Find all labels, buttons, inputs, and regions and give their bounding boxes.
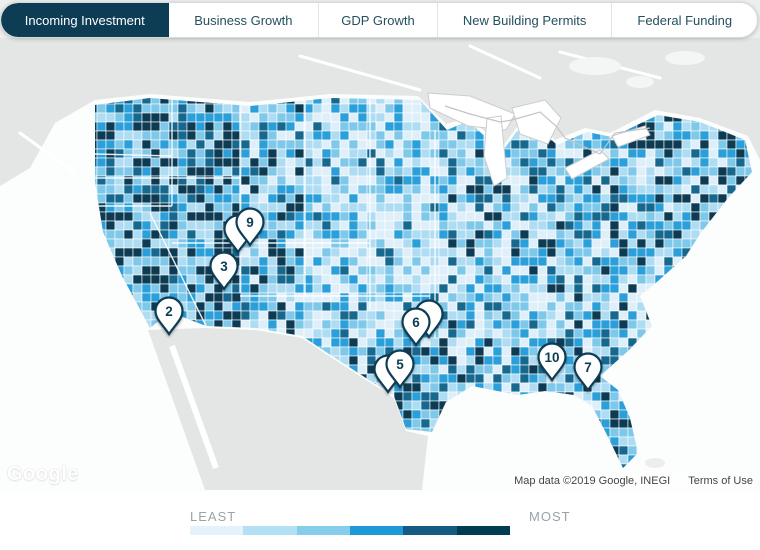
marker-pin-shape — [401, 307, 431, 347]
gulf-of-california — [169, 344, 219, 470]
great-lakes — [483, 115, 508, 187]
marker-value: 2 — [165, 304, 173, 319]
terms-of-use-link[interactable]: Terms of Use — [688, 475, 753, 487]
marker-pin-shape — [573, 352, 603, 392]
marker-pin-shape — [154, 296, 184, 336]
map-marker-6[interactable]: 6 — [401, 299, 444, 347]
great-lakes — [611, 125, 651, 148]
canada-map-detail — [298, 54, 422, 92]
legend-swatch-3 — [296, 526, 350, 535]
bahamas-detail — [645, 458, 665, 468]
tab-incoming-investment[interactable]: Incoming Investment — [1, 3, 169, 37]
legend-swatch-5 — [403, 526, 457, 535]
us-choropleth-map: 9 3 2 6 5 10 7 — [0, 38, 760, 492]
legend-swatch-2 — [243, 526, 297, 535]
legend-bar: LEAST MOST — [0, 492, 760, 550]
tab-gdp-growth[interactable]: GDP Growth — [318, 3, 437, 37]
tab-new-building-permits[interactable]: New Building Permits — [436, 3, 612, 37]
map-marker-2[interactable]: 2 — [154, 296, 184, 336]
great-lakes — [564, 149, 610, 180]
tab-header: Incoming Investment Business Growth GDP Gr… — [0, 0, 760, 38]
great-lakes — [511, 99, 562, 145]
map-marker-10[interactable]: 10 — [537, 342, 567, 382]
marker-value: 6 — [412, 315, 420, 330]
marker-value: 7 — [584, 360, 592, 375]
legend-swatches — [190, 526, 510, 535]
map-marker-3[interactable]: 3 — [209, 251, 239, 291]
legend-most-label: MOST — [529, 509, 571, 524]
mexico-landmass — [148, 328, 428, 490]
map-marker-9[interactable]: 9 — [223, 207, 265, 254]
marker-value: 10 — [544, 350, 559, 365]
canada-map-detail — [626, 76, 654, 88]
marker-pin-shape — [209, 251, 239, 291]
map-attribution: Map data ©2019 Google, INEGI Terms of Use — [512, 474, 755, 488]
attribution-text: Map data ©2019 Google, INEGI — [514, 475, 671, 487]
legend-swatch-6 — [456, 526, 510, 535]
canada-landmass — [0, 38, 760, 186]
tab-federal-funding[interactable]: Federal Funding — [611, 3, 757, 37]
marker-value: 5 — [396, 357, 404, 372]
legend-swatch-1 — [190, 526, 244, 535]
map-marker-5[interactable]: 5 — [373, 349, 415, 394]
marker-value: 3 — [220, 259, 228, 274]
marker-value: 9 — [246, 215, 254, 230]
legend-swatch-4 — [349, 526, 404, 535]
google-logo[interactable]: Google — [7, 463, 79, 485]
map-viewport[interactable]: 9 3 2 6 5 10 7 Google Map data ©2019 Google, I… — [0, 38, 760, 492]
tab-business-growth[interactable]: Business Growth — [194, 12, 293, 28]
marker-pin-shape — [235, 207, 265, 247]
canada-map-detail — [665, 51, 705, 65]
legend-least-label: LEAST — [190, 509, 237, 524]
map-marker-7[interactable]: 7 — [573, 352, 603, 392]
marker-pin-shape — [537, 342, 567, 382]
international-border-line — [444, 105, 651, 155]
canada-map-detail — [569, 57, 621, 75]
marker-pin-shape — [385, 349, 415, 389]
canada-map-detail — [18, 131, 77, 175]
canada-map-detail — [468, 44, 542, 80]
tab-bar: Incoming Investment Business Growth GDP Gr… — [0, 2, 758, 38]
